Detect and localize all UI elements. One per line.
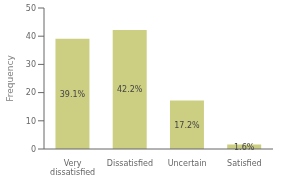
svg-text:42.2%: 42.2%	[117, 85, 143, 94]
svg-text:17.2%: 17.2%	[174, 121, 200, 130]
svg-text:50: 50	[26, 4, 36, 13]
svg-text:20: 20	[26, 88, 36, 97]
svg-text:40: 40	[26, 32, 36, 41]
svg-text:10: 10	[26, 117, 36, 126]
svg-text:Satisfied: Satisfied	[227, 159, 262, 168]
svg-text:Uncertain: Uncertain	[168, 159, 207, 168]
svg-text:Frequency: Frequency	[8, 55, 15, 102]
svg-text:0: 0	[31, 145, 36, 154]
svg-text:30: 30	[26, 60, 36, 69]
svg-text:1.6%: 1.6%	[234, 143, 255, 152]
svg-text:Verydissatisfied: Verydissatisfied	[50, 159, 95, 177]
svg-text:39.1%: 39.1%	[60, 90, 86, 99]
svg-text:Dissatisfied: Dissatisfied	[107, 159, 153, 168]
